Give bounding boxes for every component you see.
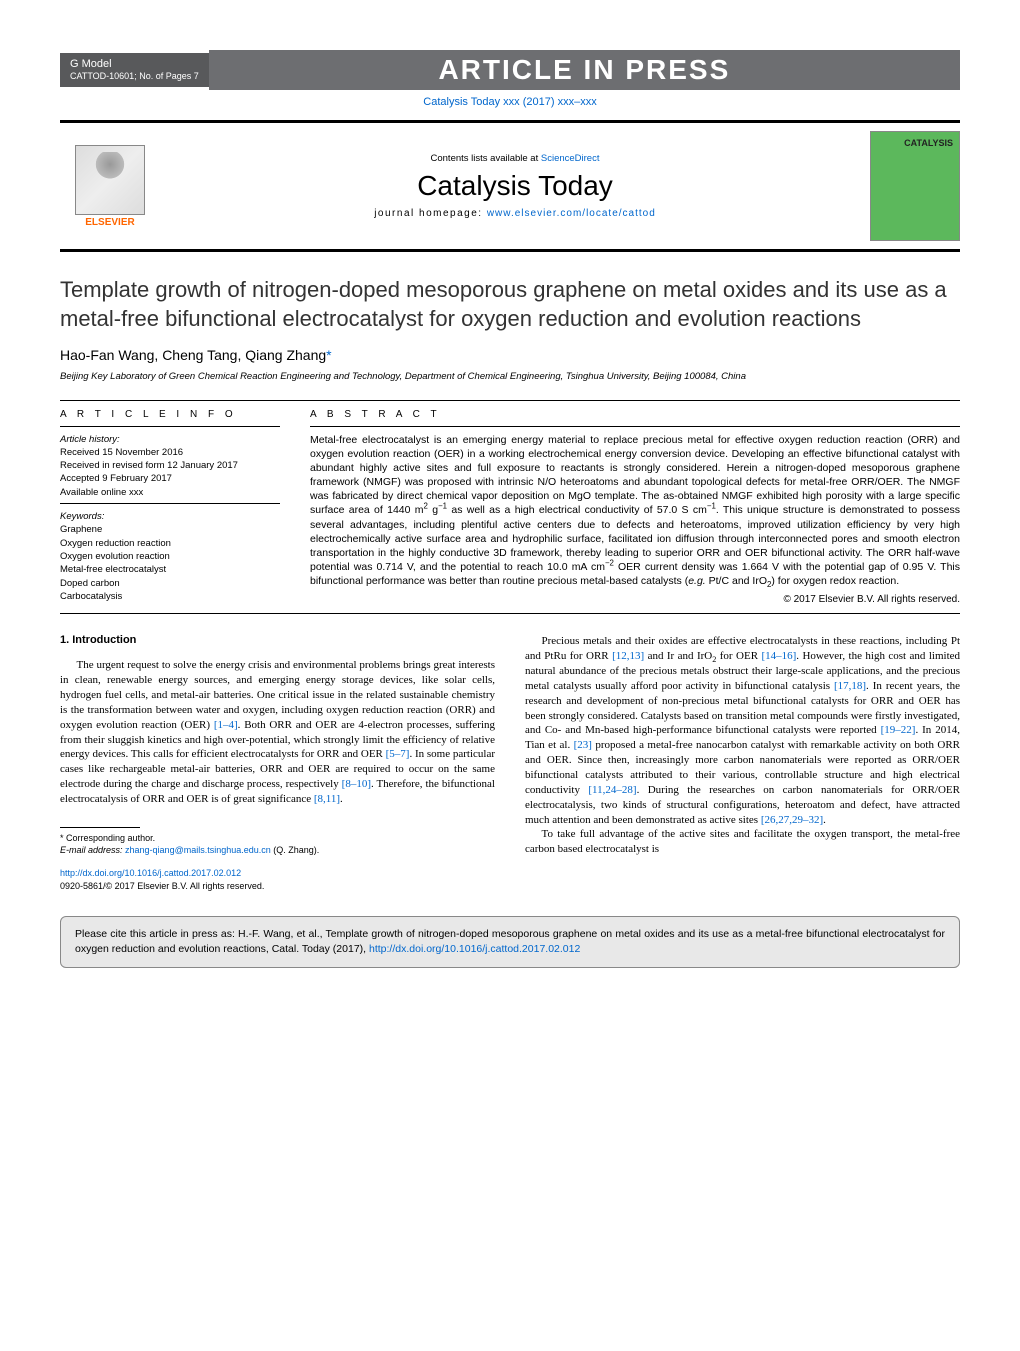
body-text: Precious metals and their oxides are eff…: [525, 634, 960, 857]
accepted-date: Accepted 9 February 2017: [60, 472, 280, 485]
homepage-url[interactable]: www.elsevier.com/locate/cattod: [487, 208, 656, 219]
cite-this-article-box: Please cite this article in press as: H.…: [60, 916, 960, 967]
article-in-press-banner: ARTICLE IN PRESS: [209, 50, 960, 90]
section-heading: 1. Introduction: [60, 634, 495, 646]
keywords-heading: Keywords:: [60, 510, 280, 523]
keywords-block: Keywords: Graphene Oxygen reduction reac…: [60, 510, 280, 603]
citation-link[interactable]: [23]: [574, 739, 592, 751]
article-info-column: A R T I C L E I N F O Article history: R…: [60, 409, 280, 606]
abstract-copyright: © 2017 Elsevier B.V. All rights reserved…: [310, 594, 960, 605]
citation-link[interactable]: [8,11]: [314, 793, 340, 805]
citation-link[interactable]: [14–16]: [761, 650, 796, 662]
elsevier-label: ELSEVIER: [85, 217, 134, 228]
citation-link[interactable]: [5–7]: [386, 748, 410, 760]
affiliation: Beijing Key Laboratory of Green Chemical…: [60, 371, 960, 383]
history-heading: Article history:: [60, 433, 280, 446]
cite-doi-link[interactable]: http://dx.doi.org/10.1016/j.cattod.2017.…: [369, 943, 580, 955]
contents-text: Contents lists available at: [431, 153, 541, 164]
divider: [60, 400, 960, 401]
left-column: 1. Introduction The urgent request to so…: [60, 634, 495, 892]
keyword: Metal-free electrocatalyst: [60, 563, 280, 576]
author-names: Hao-Fan Wang, Cheng Tang, Qiang Zhang: [60, 347, 326, 363]
abstract-column: A B S T R A C T Metal-free electrocataly…: [310, 409, 960, 606]
article-history: Article history: Received 15 November 20…: [60, 433, 280, 499]
doi-link[interactable]: http://dx.doi.org/10.1016/j.cattod.2017.…: [60, 868, 241, 878]
sciencedirect-link[interactable]: ScienceDirect: [541, 153, 600, 164]
journal-title: Catalysis Today: [160, 170, 870, 202]
citation-link[interactable]: [26,27,29–32]: [761, 814, 823, 826]
elsevier-tree-icon: [75, 145, 145, 215]
authors: Hao-Fan Wang, Cheng Tang, Qiang Zhang*: [60, 347, 960, 363]
info-abstract-row: A R T I C L E I N F O Article history: R…: [60, 409, 960, 606]
keyword: Doped carbon: [60, 577, 280, 590]
corr-label: Corresponding author.: [66, 833, 155, 843]
masthead: ELSEVIER Contents lists available at Sci…: [60, 120, 960, 252]
email-suffix: (Q. Zhang).: [271, 845, 320, 855]
citation-link[interactable]: [17,18]: [834, 680, 866, 692]
received-date: Received 15 November 2016: [60, 446, 280, 459]
corresponding-author-mark[interactable]: *: [326, 347, 331, 363]
abstract-label: A B S T R A C T: [310, 409, 960, 420]
gmodel-line1: G Model: [70, 57, 199, 71]
gmodel-line2: CATTOD-10601; No. of Pages 7: [70, 71, 199, 83]
corresponding-author-footnote: * Corresponding author. E-mail address: …: [60, 832, 495, 857]
citation-link[interactable]: [1–4]: [214, 719, 238, 731]
right-column: Precious metals and their oxides are eff…: [525, 634, 960, 892]
abstract-text: Metal-free electrocatalyst is an emergin…: [310, 433, 960, 589]
keyword: Oxygen evolution reaction: [60, 550, 280, 563]
citation-link[interactable]: [8–10]: [342, 778, 371, 790]
header-row: G Model CATTOD-10601; No. of Pages 7 ART…: [60, 50, 960, 90]
keyword: Carbocatalysis: [60, 590, 280, 603]
keyword: Oxygen reduction reaction: [60, 537, 280, 550]
online-date: Available online xxx: [60, 486, 280, 499]
cover-label: CATALYSIS: [877, 138, 953, 148]
doi-block: http://dx.doi.org/10.1016/j.cattod.2017.…: [60, 867, 495, 892]
journal-cover-thumbnail[interactable]: CATALYSIS: [870, 131, 960, 241]
body-columns: 1. Introduction The urgent request to so…: [60, 634, 960, 892]
keyword: Graphene: [60, 523, 280, 536]
citation-link[interactable]: [19–22]: [881, 724, 916, 736]
masthead-center: Contents lists available at ScienceDirec…: [160, 131, 870, 241]
contents-line: Contents lists available at ScienceDirec…: [160, 153, 870, 164]
issn-copyright: 0920-5861/© 2017 Elsevier B.V. All right…: [60, 881, 264, 891]
body-text: The urgent request to solve the energy c…: [60, 658, 495, 806]
email-link[interactable]: zhang-qiang@mails.tsinghua.edu.cn: [125, 845, 271, 855]
divider: [60, 613, 960, 614]
article-info-label: A R T I C L E I N F O: [60, 409, 280, 420]
revised-date: Received in revised form 12 January 2017: [60, 459, 280, 472]
elsevier-logo[interactable]: ELSEVIER: [60, 131, 160, 241]
homepage-line: journal homepage: www.elsevier.com/locat…: [160, 208, 870, 219]
citation-link[interactable]: [11,24–28]: [588, 784, 636, 796]
journal-reference-link[interactable]: Catalysis Today xxx (2017) xxx–xxx: [60, 96, 960, 108]
gmodel-box: G Model CATTOD-10601; No. of Pages 7: [60, 53, 209, 87]
footnote-separator: [60, 827, 140, 828]
citation-link[interactable]: [12,13]: [612, 650, 644, 662]
article-title: Template growth of nitrogen-doped mesopo…: [60, 276, 960, 333]
homepage-label: journal homepage:: [374, 208, 487, 219]
paragraph: To take full advantage of the active sit…: [525, 827, 960, 857]
email-label: E-mail address:: [60, 845, 125, 855]
